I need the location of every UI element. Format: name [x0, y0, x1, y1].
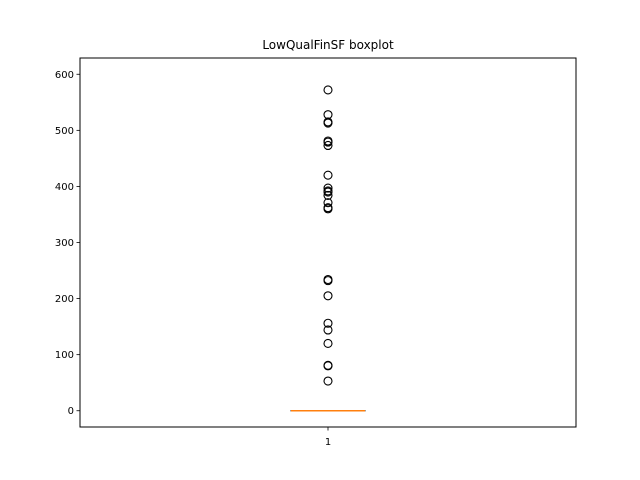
y-tick-label: 600 — [55, 70, 74, 81]
outlier-point — [323, 361, 333, 371]
x-tick-label: 1 — [325, 437, 331, 448]
outlier-point — [323, 183, 333, 193]
y-tick-label: 300 — [55, 238, 74, 249]
outlier-point — [323, 376, 333, 386]
outlier-point — [323, 198, 333, 208]
x-axis-ticks: 1 — [325, 427, 331, 448]
outlier-point — [323, 325, 333, 335]
outlier-point — [323, 137, 333, 147]
y-tick-label: 500 — [55, 126, 74, 137]
chart-title: LowQualFinSF boxplot — [262, 38, 394, 52]
outlier-point — [323, 187, 333, 197]
outlier-point — [323, 318, 333, 328]
outlier-point — [323, 338, 333, 348]
y-tick-label: 100 — [55, 350, 74, 361]
outlier-point — [323, 140, 333, 151]
y-tick-label: 0 — [68, 406, 74, 417]
plot-marks — [290, 85, 366, 412]
outlier-point — [323, 204, 333, 214]
outlier-point — [323, 118, 333, 128]
y-tick-label: 200 — [55, 294, 74, 305]
y-tick-label: 400 — [55, 182, 74, 193]
outlier-point — [323, 190, 333, 200]
outlier-point — [323, 291, 333, 301]
plot-frame — [79, 57, 577, 428]
y-axis-ticks: 0 100 200 300 400 500 600 — [55, 70, 80, 417]
outlier-point — [323, 170, 333, 180]
outlier-point — [323, 85, 333, 95]
outlier-point — [323, 276, 333, 286]
